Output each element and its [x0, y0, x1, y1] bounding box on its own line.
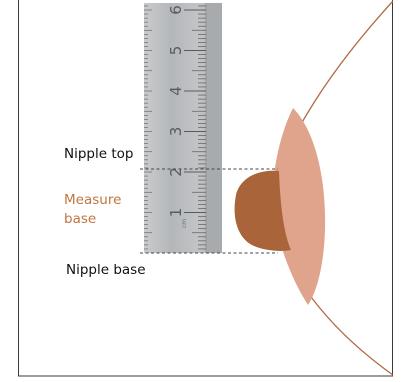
- nipple-base-label: Nipple base: [66, 262, 146, 278]
- ruler-numbers: 1 2 3 4 5 6: [167, 5, 185, 217]
- ruler-number: 4: [167, 86, 185, 96]
- nipple-top-label: Nipple top: [64, 146, 134, 162]
- ruler-number: 6: [167, 5, 185, 15]
- areola-shape: [272, 108, 326, 305]
- ruler-face: [206, 3, 222, 253]
- ruler-number: 5: [167, 46, 185, 56]
- nipple-shape: [234, 170, 291, 251]
- measure-base-label-line1: Measure: [64, 192, 122, 208]
- ruler-number: 3: [167, 127, 185, 137]
- ruler-number: 2: [167, 167, 185, 177]
- ruler-icon: 1 2 3 4 5 6 cm: [144, 3, 222, 253]
- measure-base-label-line2: base: [64, 211, 97, 227]
- ruler-number: 1: [167, 208, 185, 218]
- ruler-brand-marking: cm: [181, 219, 188, 228]
- ruler-ticks: [144, 5, 206, 250]
